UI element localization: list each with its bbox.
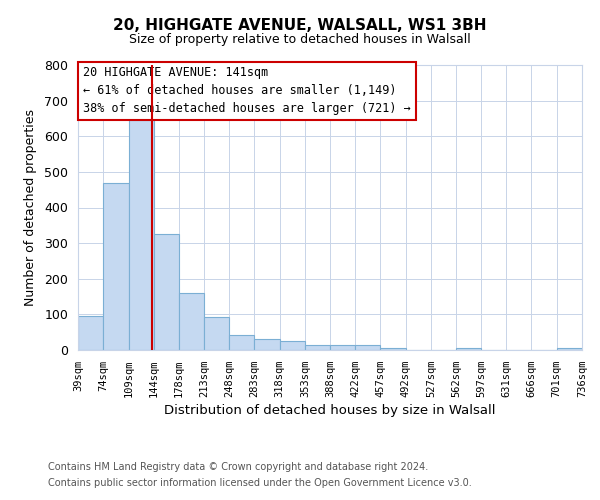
Bar bbox=[456, 348, 481, 350]
Bar bbox=[154, 234, 179, 350]
Text: Contains public sector information licensed under the Open Government Licence v3: Contains public sector information licen… bbox=[48, 478, 472, 488]
Text: 20 HIGHGATE AVENUE: 141sqm
← 61% of detached houses are smaller (1,149)
38% of s: 20 HIGHGATE AVENUE: 141sqm ← 61% of deta… bbox=[83, 66, 411, 116]
Bar bbox=[331, 345, 355, 350]
Bar bbox=[355, 346, 380, 350]
Text: 20, HIGHGATE AVENUE, WALSALL, WS1 3BH: 20, HIGHGATE AVENUE, WALSALL, WS1 3BH bbox=[113, 18, 487, 32]
Bar bbox=[380, 348, 406, 350]
Bar bbox=[305, 345, 331, 350]
Bar bbox=[254, 340, 280, 350]
Text: Size of property relative to detached houses in Walsall: Size of property relative to detached ho… bbox=[129, 32, 471, 46]
Bar bbox=[204, 317, 229, 350]
Bar bbox=[179, 293, 204, 350]
X-axis label: Distribution of detached houses by size in Walsall: Distribution of detached houses by size … bbox=[164, 404, 496, 417]
Y-axis label: Number of detached properties: Number of detached properties bbox=[25, 109, 37, 306]
Text: Contains HM Land Registry data © Crown copyright and database right 2024.: Contains HM Land Registry data © Crown c… bbox=[48, 462, 428, 472]
Bar bbox=[128, 120, 154, 350]
Bar bbox=[78, 316, 103, 350]
Bar bbox=[280, 341, 305, 350]
Bar bbox=[103, 182, 128, 350]
Bar bbox=[229, 334, 254, 350]
Bar bbox=[557, 348, 582, 350]
